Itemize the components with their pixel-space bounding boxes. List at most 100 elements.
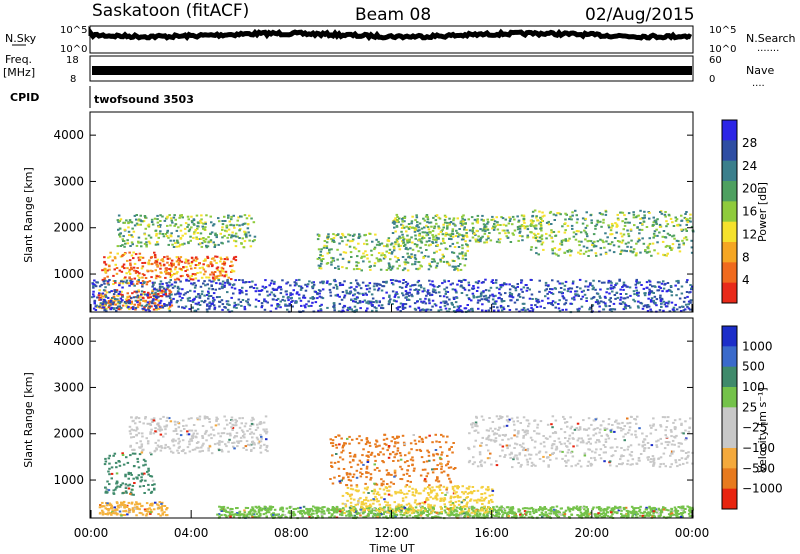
power-echo-cell: [362, 260, 365, 262]
power-echo-cell: [679, 250, 682, 252]
power-echo-cell: [677, 280, 680, 282]
power-echo-cell: [107, 257, 110, 259]
power-echo-cell: [212, 274, 215, 276]
velocity-echo-cell: [147, 440, 150, 442]
power-echo-cell: [165, 269, 168, 271]
power-echo-cell: [159, 286, 162, 288]
power-echo-cell: [355, 261, 358, 263]
power-echo-cell: [214, 246, 217, 248]
power-echo-cell: [144, 233, 147, 235]
power-echo-cell: [495, 282, 498, 284]
power-echo-cell: [546, 222, 549, 224]
power-echo-cell: [226, 291, 229, 293]
power-echo-cell: [116, 267, 119, 269]
power-echo-cell: [680, 220, 683, 222]
power-echo-cell: [424, 220, 427, 222]
power-echo-cell: [120, 280, 123, 282]
power-echo-cell: [602, 222, 605, 224]
power-echo-cell: [408, 292, 411, 294]
power-echo-cell: [434, 261, 437, 263]
power-echo-cell: [416, 216, 419, 218]
power-echo-cell: [456, 256, 459, 258]
power-echo-cell: [616, 283, 619, 285]
power-echo-cell: [201, 293, 204, 295]
power-echo-cell: [339, 282, 342, 284]
power-echo-cell: [408, 256, 411, 258]
power-echo-cell: [402, 256, 405, 258]
velocity-echo-cell: [159, 418, 162, 420]
power-echo-cell: [307, 300, 310, 302]
power-echo-cell: [481, 282, 484, 284]
power-echo-cell: [568, 238, 571, 240]
power-echo-cell: [294, 281, 297, 283]
power-echo-cell: [218, 288, 221, 290]
power-echo-cell: [450, 235, 453, 237]
power-echo-cell: [670, 291, 673, 293]
power-echo-cell: [316, 293, 319, 295]
power-echo-cell: [196, 215, 199, 217]
power-echo-cell: [580, 241, 583, 243]
power-echo-cell: [216, 296, 219, 298]
power-echo-cell: [553, 214, 556, 216]
velocity-echo-cell: [154, 502, 157, 504]
power-echo-cell: [205, 214, 208, 216]
velocity-echo-cell: [124, 514, 127, 516]
power-echo-cell: [683, 301, 686, 303]
power-echo-cell: [647, 245, 650, 247]
power-echo-cell: [187, 275, 190, 277]
power-echo-cell: [572, 283, 575, 285]
power-echo-cell: [129, 245, 132, 247]
power-echo-cell: [214, 244, 217, 246]
power-echo-cell: [413, 284, 416, 286]
power-echo-cell: [571, 228, 574, 230]
power-echo-cell: [465, 234, 468, 236]
power-echo-cell: [604, 304, 607, 306]
power-echo-cell: [333, 302, 336, 304]
power-echo-cell: [643, 214, 646, 216]
velocity-echo-band: [104, 452, 156, 496]
power-echo-cell: [602, 219, 605, 221]
power-echo-cell: [213, 292, 216, 294]
power-echo-cell: [330, 248, 333, 250]
power-echo-cell: [218, 279, 221, 281]
power-echo-cell: [484, 230, 487, 232]
nsky-left-tick-bottom: 10^0: [60, 44, 87, 55]
power-echo-cell: [469, 240, 472, 242]
power-echo-cell: [643, 305, 646, 307]
power-echo-cell: [494, 220, 497, 222]
power-echo-cell: [108, 291, 111, 293]
velocity-echo-cell: [196, 417, 199, 419]
power-echo-cell: [520, 289, 523, 291]
power-echo-cell: [593, 233, 596, 235]
power-echo-cell: [594, 289, 597, 291]
velocity-echo-cell: [165, 508, 168, 510]
velocity-echo-cell: [270, 509, 273, 511]
power-echo-cell: [247, 303, 250, 305]
power-echo-cell: [178, 306, 181, 308]
power-echo-cell: [634, 300, 637, 302]
power-echo-cell: [129, 259, 132, 261]
velocity-echo-cell: [649, 512, 652, 514]
power-echo-cell: [245, 234, 248, 236]
power-echo-cell: [219, 260, 222, 262]
power-echo-cell: [378, 288, 381, 290]
power-echo-cell: [374, 262, 377, 264]
power-echo-cell: [207, 236, 210, 238]
power-echo-cell: [488, 309, 491, 311]
power-echo-cell: [558, 231, 561, 233]
power-echo-cell: [590, 214, 593, 216]
power-echo-cell: [537, 299, 540, 301]
power-echo-cell: [394, 241, 397, 243]
power-echo-cell: [129, 273, 132, 275]
velocity-echo-cell: [205, 439, 208, 441]
power-echo-cell: [397, 259, 400, 261]
power-echo-cell: [141, 290, 144, 292]
power-echo-cell: [131, 268, 134, 270]
power-echo-cell: [379, 258, 382, 260]
power-echo-cell: [385, 282, 388, 284]
power-echo-cell: [388, 237, 391, 239]
power-echo-cell: [622, 240, 625, 242]
power-echo-cell: [114, 257, 117, 259]
power-echo-cell: [615, 232, 618, 234]
power-echo-cell: [161, 216, 164, 218]
